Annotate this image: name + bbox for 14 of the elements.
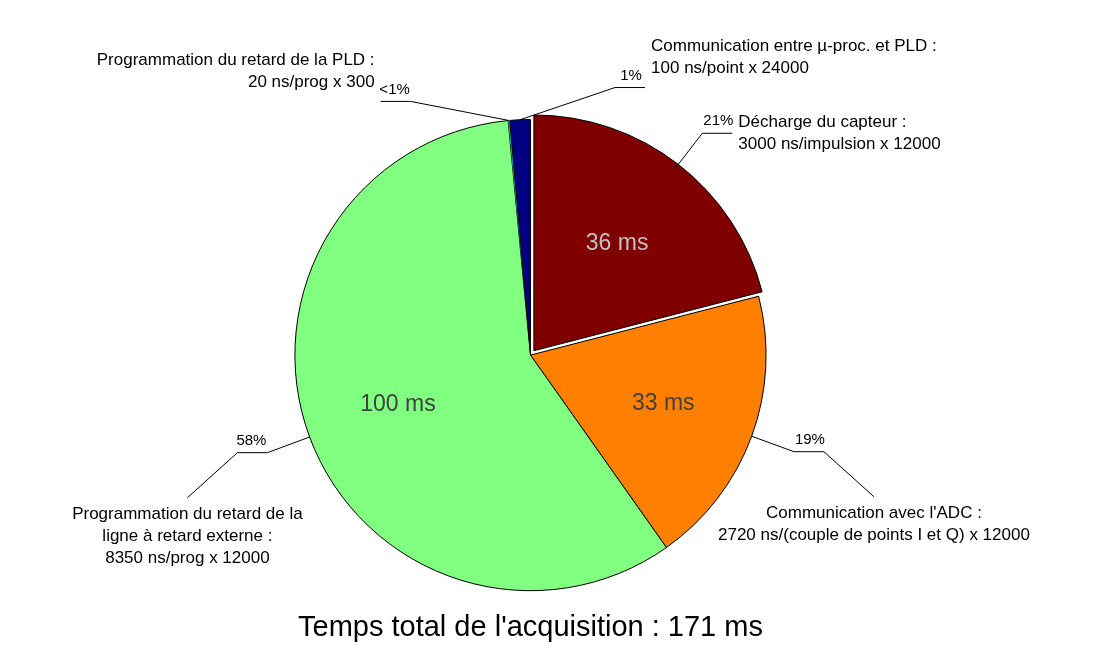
slice-label: Programmation du retard de la ligne à retard externe : 8350 ns/prog x 12000 (72, 504, 304, 568)
slice-label: Communication entre µ-proc. et PLD : 100 ns/point x 24000 (651, 36, 937, 78)
slice-label: Programmation du retard de la PLD : 20 ns/prog x 300 (96, 50, 375, 92)
slice-label: Communication avec l'ADC : 2720 ns/(couple de points I et Q) x 12000 (718, 503, 1030, 545)
data-label: 100 ms (360, 389, 436, 416)
text: 1% (620, 65, 642, 83)
text: Temps total de l'acquisition : 171 ms (298, 609, 763, 642)
text: 19% (794, 429, 825, 447)
text: <1% (379, 79, 410, 97)
text: 21% (703, 111, 734, 129)
text: 58% (236, 430, 267, 448)
data-label: 36 ms (585, 228, 649, 255)
data-label: 33 ms (631, 389, 695, 416)
slice-label: Décharge du capteur : 3000 ns/impulsion x 12000 (738, 111, 941, 153)
